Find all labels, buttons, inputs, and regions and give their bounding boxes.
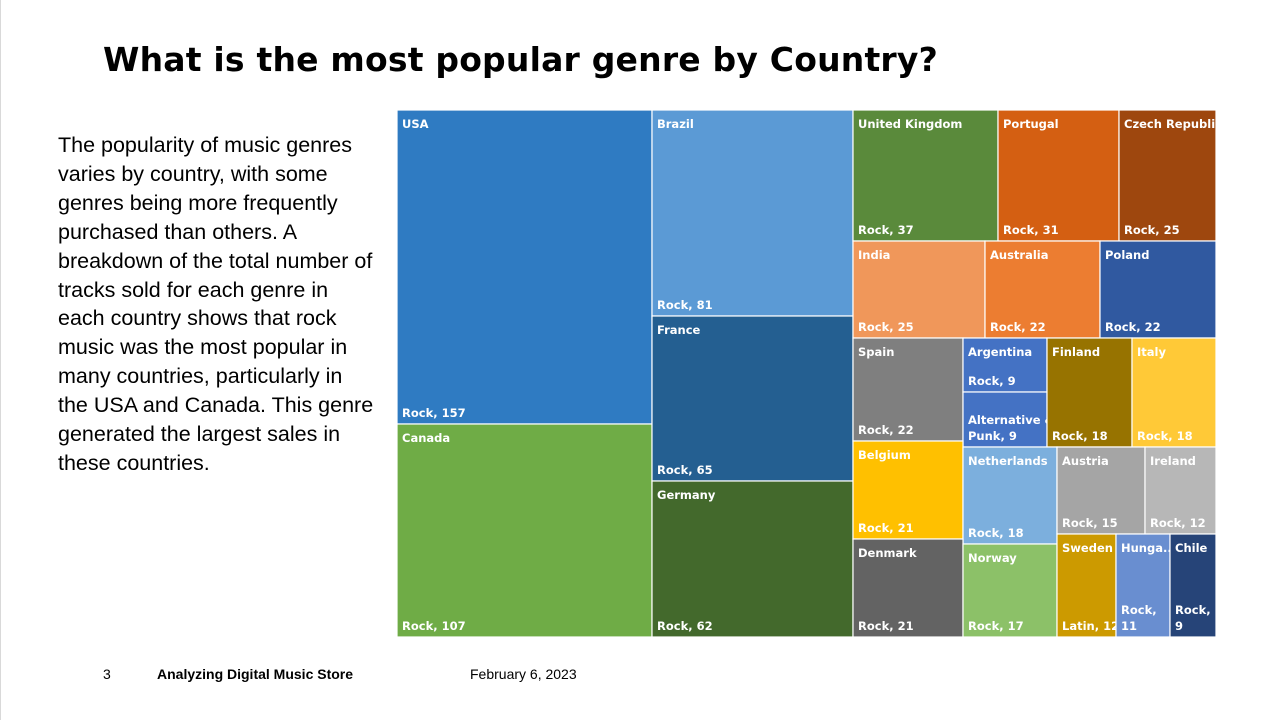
treemap-country-label-germany: Germany <box>657 488 716 502</box>
treemap-value-label-argentina-alternative-punk-0: Alternative & <box>968 413 1055 427</box>
treemap-country-label-france: France <box>657 323 701 337</box>
treemap-tile-finland-rock[interactable] <box>1046 337 1133 448</box>
treemap-tile-denmark-rock[interactable] <box>852 538 964 638</box>
treemap-country-label-chile: Chile <box>1175 541 1208 555</box>
treemap-value-label-norway-rock: Rock, 17 <box>968 619 1024 633</box>
treemap-value-label-sweden-latin: Latin, 12 <box>1062 619 1119 633</box>
slide-left-border <box>0 0 1 720</box>
treemap-value-label-germany-rock: Rock, 62 <box>657 619 713 633</box>
treemap-value-label-finland-rock: Rock, 18 <box>1052 429 1108 443</box>
treemap-tile-usa-rock[interactable] <box>396 109 653 425</box>
treemap-value-label-austria-rock: Rock, 15 <box>1062 516 1118 530</box>
treemap-country-label-italy: Italy <box>1137 345 1166 359</box>
treemap-value-label-ireland-rock: Rock, 12 <box>1150 516 1206 530</box>
treemap-tile-sweden-latin[interactable] <box>1056 533 1117 638</box>
treemap-tile-austria-rock[interactable] <box>1056 446 1146 535</box>
treemap-country-label-usa: USA <box>402 117 429 131</box>
treemap-value-label-italy-rock: Rock, 18 <box>1137 429 1193 443</box>
treemap-value-label-brazil-rock: Rock, 81 <box>657 298 713 312</box>
treemap-value-label-hunga-rock-1: 11 <box>1121 619 1137 633</box>
treemap-tile-united-kingdom-rock[interactable] <box>852 109 999 242</box>
treemap-country-label-portugal: Portugal <box>1003 117 1059 131</box>
treemap-tile-canada-rock[interactable] <box>396 423 653 638</box>
treemap-value-label-hunga-rock-0: Rock, <box>1121 603 1157 617</box>
treemap-country-label-ireland: Ireland <box>1150 454 1196 468</box>
treemap-country-label-denmark: Denmark <box>858 546 917 560</box>
treemap-country-label-spain: Spain <box>858 345 894 359</box>
treemap-tile-ireland-rock[interactable] <box>1144 446 1217 535</box>
treemap-value-label-argentina-alternative-punk-1: Punk, 9 <box>968 429 1017 443</box>
treemap-tile-hunga-rock[interactable] <box>1115 533 1171 638</box>
treemap-tile-india-rock[interactable] <box>852 240 986 339</box>
treemap-country-label-poland: Poland <box>1105 248 1149 262</box>
treemap-country-label-australia: Australia <box>990 248 1049 262</box>
treemap-value-label-united-kingdom-rock: Rock, 37 <box>858 223 914 237</box>
treemap-tile-spain-rock[interactable] <box>852 337 964 442</box>
treemap-value-label-argentina-rock: Rock, 9 <box>968 374 1016 388</box>
treemap-value-label-denmark-rock: Rock, 21 <box>858 619 914 633</box>
treemap-value-label-belgium-rock: Rock, 21 <box>858 521 914 535</box>
treemap-value-label-france-rock: Rock, 65 <box>657 463 713 477</box>
treemap-country-label-united-kingdom: United Kingdom <box>858 117 962 131</box>
treemap-value-label-portugal-rock: Rock, 31 <box>1003 223 1059 237</box>
treemap-country-label-india: India <box>858 248 890 262</box>
treemap-tile-poland-rock[interactable] <box>1099 240 1217 339</box>
treemap-value-label-canada-rock: Rock, 107 <box>402 619 466 633</box>
slide-title: What is the most popular genre by Countr… <box>103 40 938 79</box>
footer-date: February 6, 2023 <box>470 666 577 682</box>
treemap-value-label-india-rock: Rock, 25 <box>858 320 914 334</box>
treemap-value-label-usa-rock: Rock, 157 <box>402 406 466 420</box>
footer-presentation-name: Analyzing Digital Music Store <box>157 666 354 682</box>
treemap-value-label-chile-rock-0: Rock, <box>1175 603 1211 617</box>
treemap-tile-argentina-rock[interactable] <box>962 337 1048 393</box>
treemap-tile-argentina-alternative-punk[interactable] <box>962 391 1048 448</box>
treemap-value-label-poland-rock: Rock, 22 <box>1105 320 1161 334</box>
treemap-tile-italy-rock[interactable] <box>1131 337 1217 448</box>
treemap-country-label-netherlands: Netherlands <box>968 454 1048 468</box>
treemap-tile-chile-rock[interactable] <box>1169 533 1217 638</box>
treemap-tile-norway-rock[interactable] <box>962 543 1058 638</box>
treemap-country-label-argentina: Argentina <box>968 345 1032 359</box>
treemap-value-label-spain-rock: Rock, 22 <box>858 423 914 437</box>
slide-body-text: The popularity of music genres varies by… <box>58 133 374 475</box>
treemap-tile-czech-republic-rock[interactable] <box>1118 109 1217 242</box>
treemap-value-label-czech-republic-rock: Rock, 25 <box>1124 223 1180 237</box>
treemap-value-label-netherlands-rock: Rock, 18 <box>968 526 1024 540</box>
treemap-country-label-finland: Finland <box>1052 345 1100 359</box>
treemap-tile-belgium-rock[interactable] <box>852 440 964 540</box>
treemap-value-label-chile-rock-1: 9 <box>1175 619 1183 633</box>
treemap-tile-portugal-rock[interactable] <box>997 109 1120 242</box>
treemap-country-label-austria: Austria <box>1062 454 1109 468</box>
treemap-country-label-sweden: Sweden <box>1062 541 1113 555</box>
treemap-country-label-norway: Norway <box>968 551 1017 565</box>
treemap-country-label-hunga: Hunga... <box>1121 541 1176 555</box>
treemap-country-label-canada: Canada <box>402 431 450 445</box>
treemap-tile-france-rock[interactable] <box>651 315 854 482</box>
treemap-country-label-belgium: Belgium <box>858 448 911 462</box>
treemap-country-label-brazil: Brazil <box>657 117 694 131</box>
treemap-tile-germany-rock[interactable] <box>651 480 854 638</box>
treemap-tile-brazil-rock[interactable] <box>651 109 854 317</box>
treemap-country-label-czech-republic: Czech Republic <box>1124 117 1222 131</box>
treemap-value-label-australia-rock: Rock, 22 <box>990 320 1046 334</box>
footer-page-number: 3 <box>103 666 111 682</box>
